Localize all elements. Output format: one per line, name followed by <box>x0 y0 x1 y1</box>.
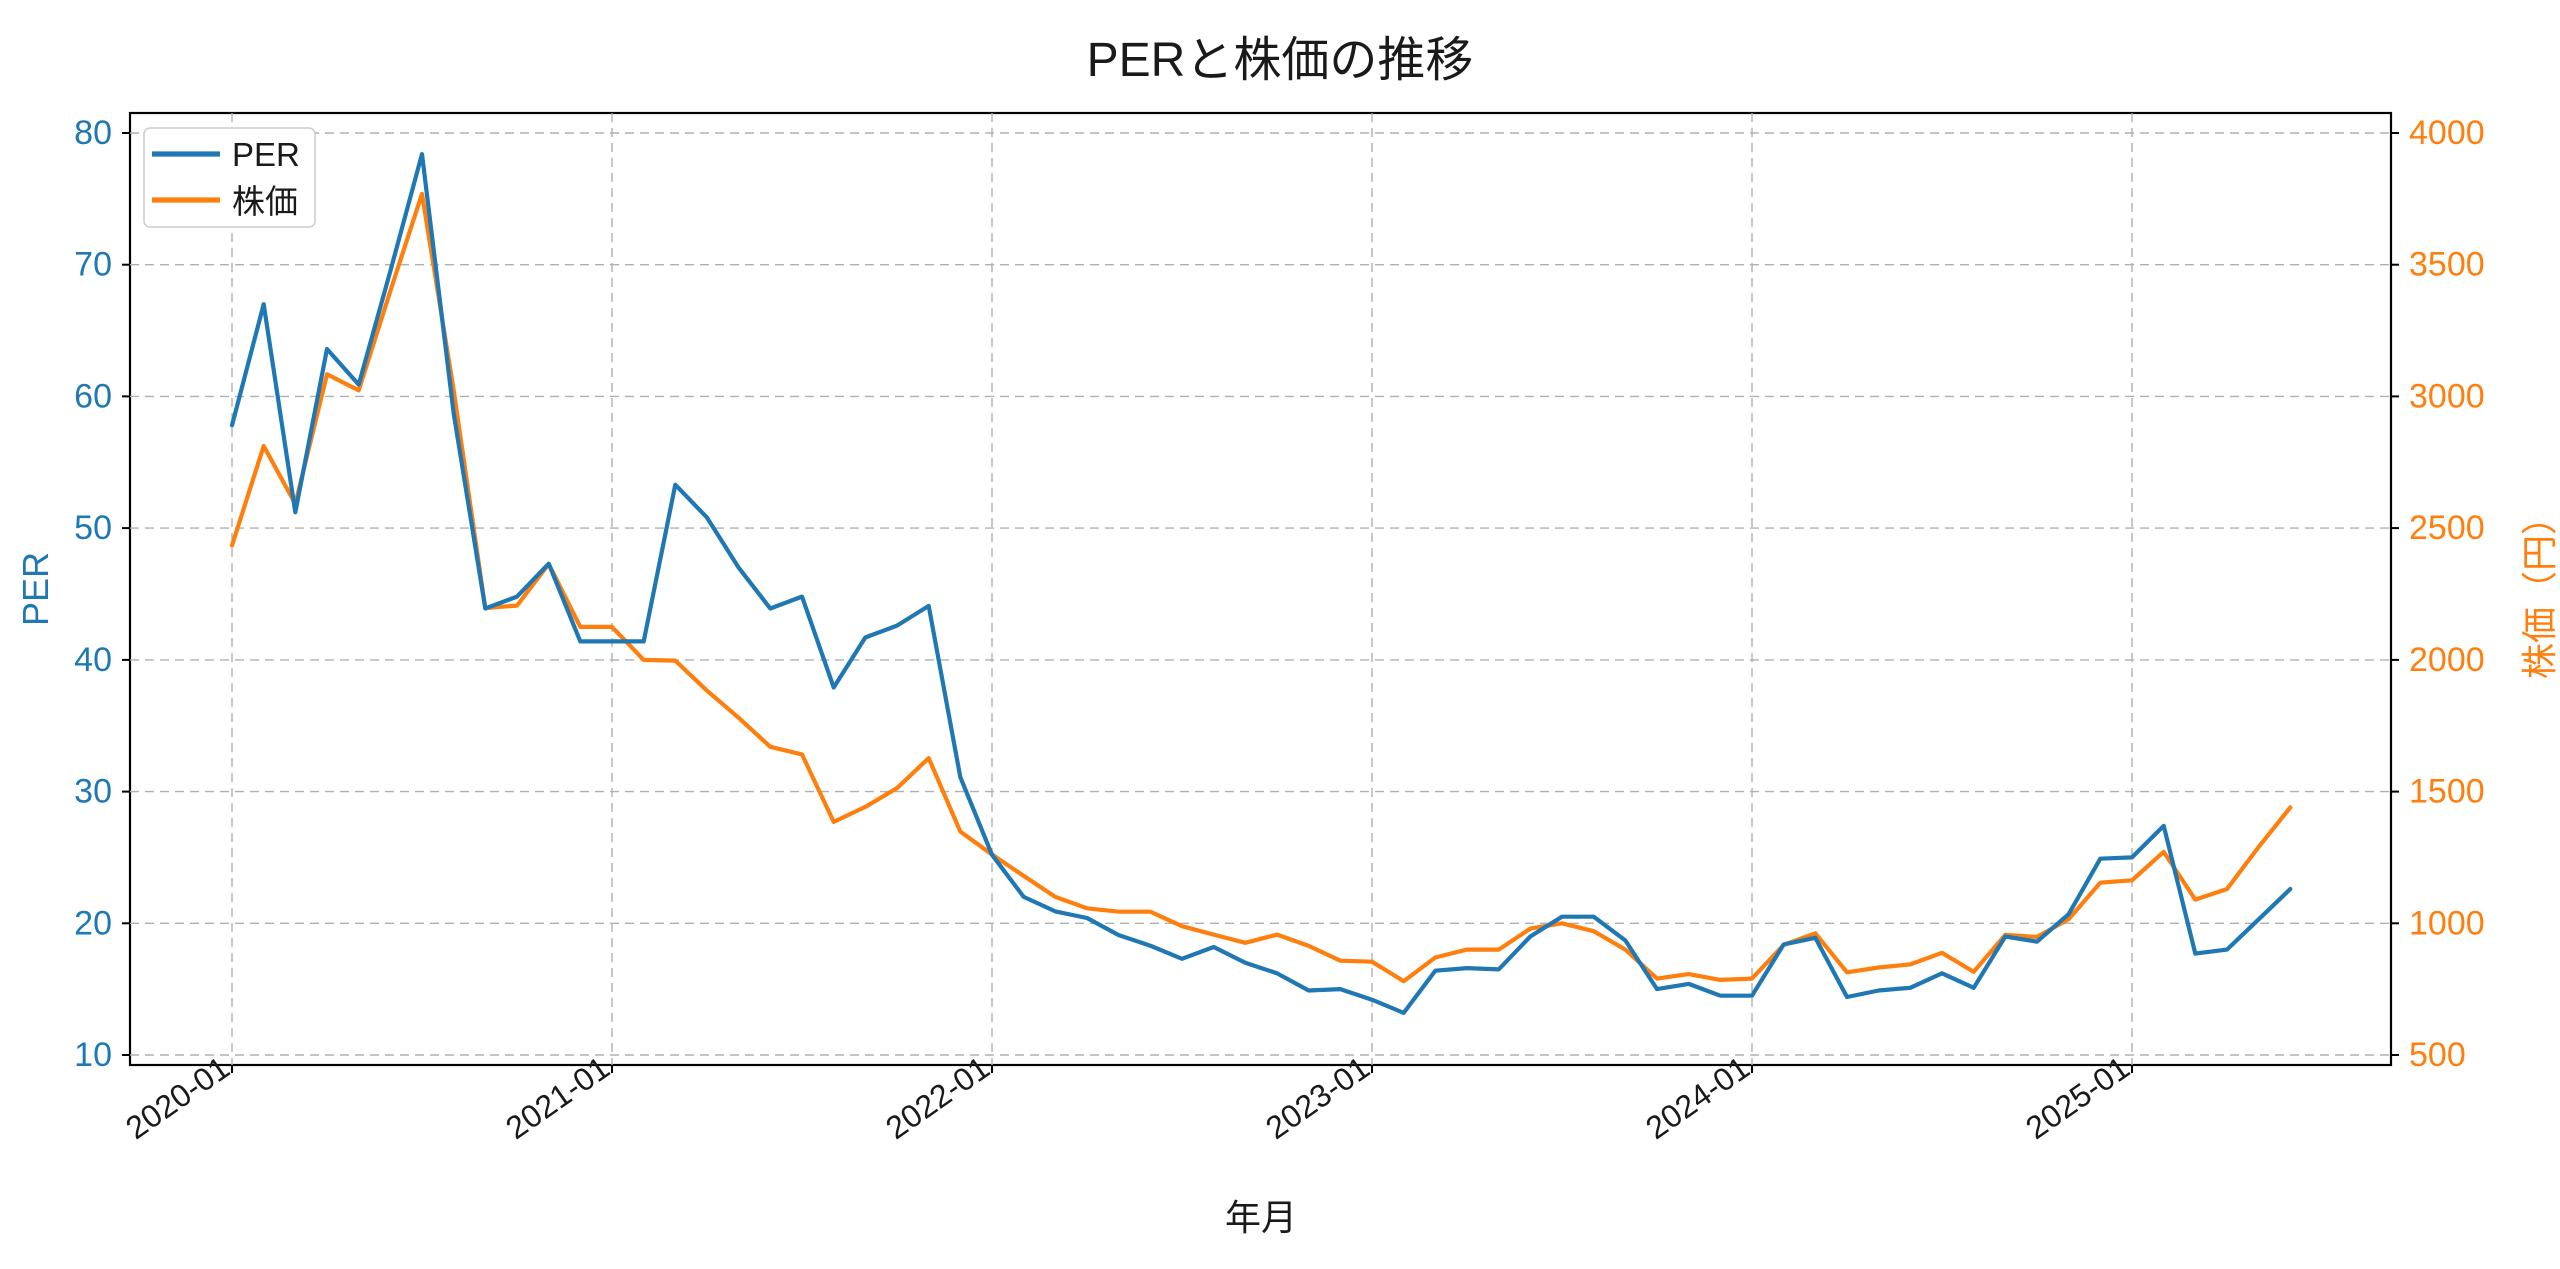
svg-text:2021-01: 2021-01 <box>499 1049 616 1146</box>
svg-text:70: 70 <box>74 246 112 284</box>
svg-text:80: 80 <box>74 114 112 152</box>
svg-text:2023-01: 2023-01 <box>1259 1049 1376 1146</box>
svg-text:年月: 年月 <box>1225 1197 1297 1238</box>
svg-text:20: 20 <box>74 904 112 942</box>
svg-text:株価（円）: 株価（円） <box>2519 499 2560 679</box>
svg-text:4000: 4000 <box>2409 114 2485 152</box>
svg-text:2024-01: 2024-01 <box>1639 1049 1756 1146</box>
svg-text:60: 60 <box>74 377 112 415</box>
svg-text:30: 30 <box>74 773 112 811</box>
svg-text:株価: 株価 <box>232 183 298 220</box>
svg-text:3500: 3500 <box>2409 246 2485 284</box>
svg-text:PER: PER <box>15 552 56 626</box>
svg-text:1000: 1000 <box>2409 904 2485 942</box>
svg-text:2020-01: 2020-01 <box>119 1049 236 1146</box>
svg-text:2000: 2000 <box>2409 641 2485 679</box>
svg-text:3000: 3000 <box>2409 377 2485 415</box>
svg-text:1500: 1500 <box>2409 773 2485 811</box>
svg-text:50: 50 <box>74 509 112 547</box>
svg-text:2500: 2500 <box>2409 509 2485 547</box>
svg-text:PER: PER <box>232 136 300 173</box>
svg-text:2025-01: 2025-01 <box>2019 1049 2136 1146</box>
svg-text:500: 500 <box>2409 1036 2466 1074</box>
svg-text:40: 40 <box>74 641 112 679</box>
svg-text:10: 10 <box>74 1036 112 1074</box>
svg-text:2022-01: 2022-01 <box>879 1049 996 1146</box>
